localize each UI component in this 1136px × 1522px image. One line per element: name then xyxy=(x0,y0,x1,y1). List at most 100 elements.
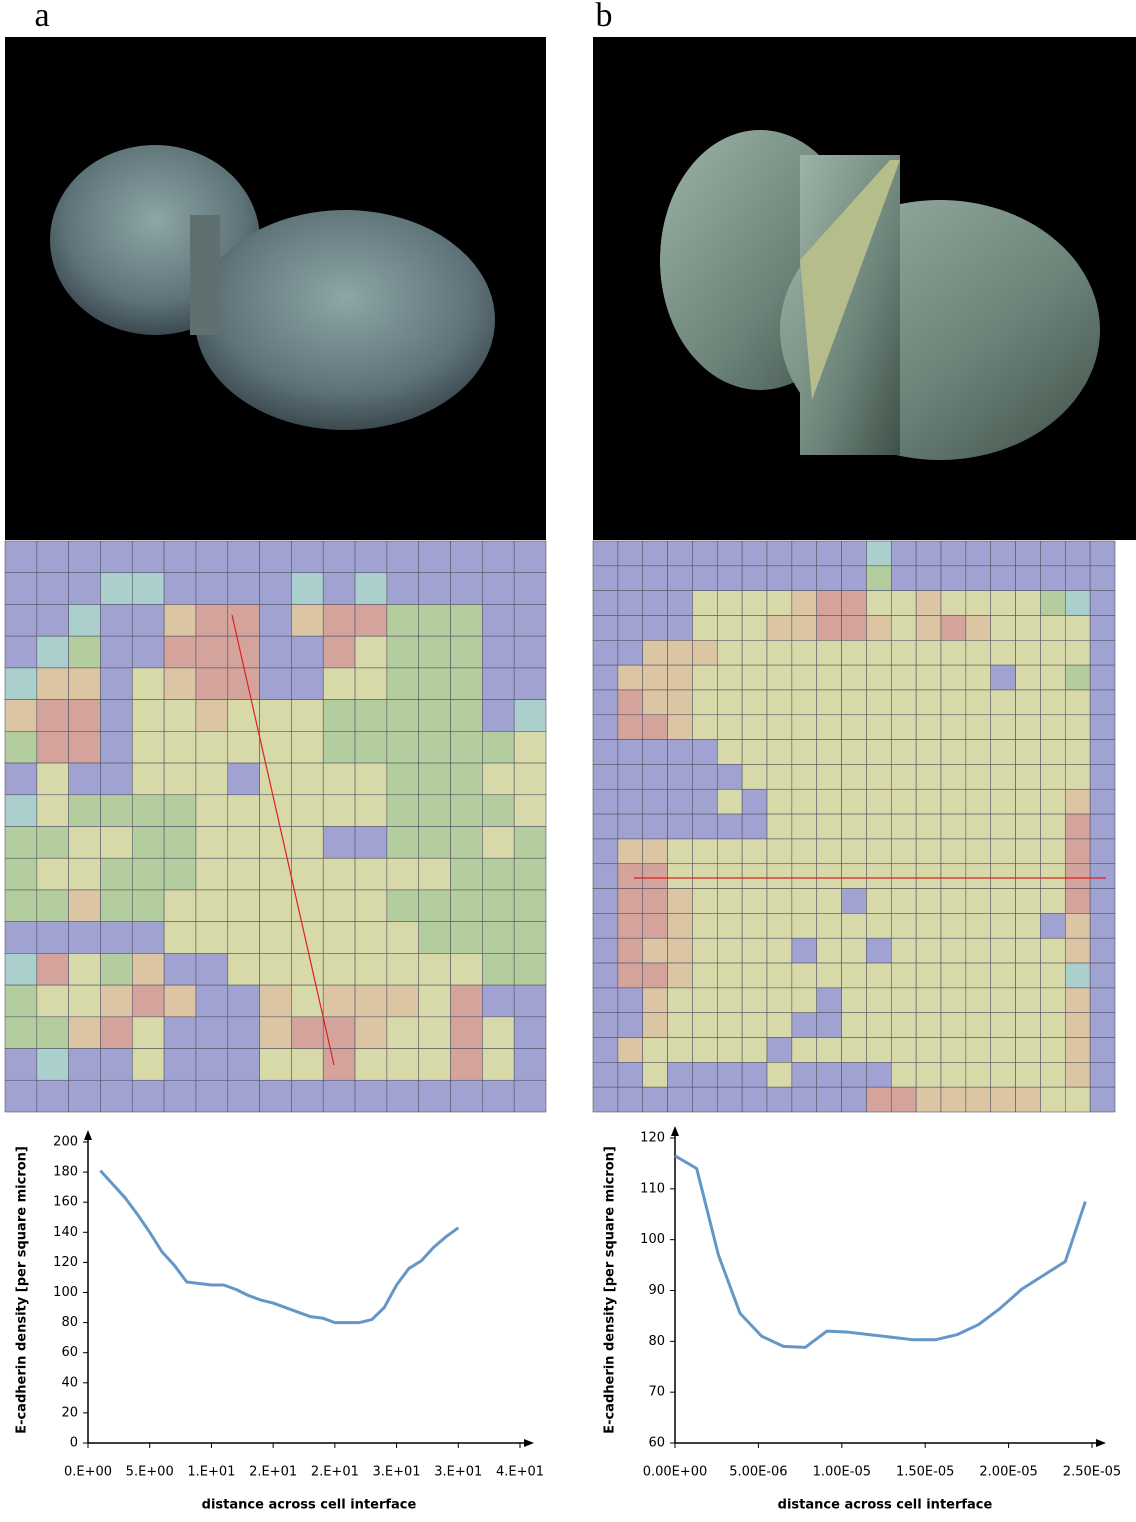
heatmap-cell xyxy=(100,667,133,700)
heatmap-cell xyxy=(1064,714,1091,740)
heatmap-cell xyxy=(291,857,324,891)
heatmap-cell xyxy=(1015,1037,1041,1063)
heatmap-cell xyxy=(617,838,644,865)
x-tick-label: 3.E+01 xyxy=(434,1465,482,1480)
heatmap-cell xyxy=(642,1037,668,1063)
heatmap-cell xyxy=(667,1062,693,1088)
heatmap-cell xyxy=(131,1079,165,1113)
heatmap-cell xyxy=(716,913,743,939)
heatmap-cell xyxy=(513,762,547,796)
heatmap-cell xyxy=(354,540,388,574)
heatmap-cell xyxy=(890,689,917,716)
heatmap-cell xyxy=(890,1012,917,1038)
heatmap-cell xyxy=(386,604,420,637)
heatmap-cell xyxy=(100,699,133,732)
heatmap-cell xyxy=(692,788,718,815)
heatmap-cell xyxy=(816,1062,842,1088)
heatmap-cell xyxy=(766,937,793,964)
data-line xyxy=(674,1154,1087,1349)
heatmap-cell xyxy=(866,764,892,790)
heatmap-cell xyxy=(617,565,644,591)
heatmap-cell xyxy=(1089,664,1116,691)
heatmap-cell xyxy=(354,1016,388,1049)
heatmap-cell xyxy=(642,615,668,641)
heatmap-cell xyxy=(642,1062,668,1088)
heatmap-cell xyxy=(617,888,644,914)
heatmap-cell xyxy=(68,1048,101,1081)
x-axis-title: distance across cell interface xyxy=(778,1498,993,1513)
heatmap-cell xyxy=(816,863,842,889)
heatmap-cell xyxy=(1040,813,1066,840)
heatmap-cell xyxy=(36,604,69,637)
heatmap-cell xyxy=(100,826,133,859)
heatmap-cell xyxy=(692,689,718,716)
heatmap-cell xyxy=(68,572,101,605)
heatmap-cell xyxy=(716,987,743,1013)
heatmap-cell xyxy=(195,667,229,700)
heatmap-cell xyxy=(841,590,867,616)
heatmap-cell xyxy=(1064,764,1091,790)
heatmap-cell xyxy=(617,987,644,1013)
y-tick-label: 120 xyxy=(640,1131,665,1146)
heatmap-cell xyxy=(667,615,693,641)
heatmap-cell xyxy=(68,540,101,574)
heatmap-cell xyxy=(915,640,942,666)
heatmap-cell xyxy=(642,689,668,716)
heatmap-cell xyxy=(766,987,793,1013)
heatmap-cell xyxy=(592,1037,619,1063)
heatmap-cell xyxy=(1064,540,1091,567)
heatmap-cell xyxy=(940,590,967,616)
heatmap-cell xyxy=(1089,788,1116,815)
heatmap-cell xyxy=(131,794,165,827)
heatmap-cell xyxy=(513,1016,547,1049)
heatmap-cell xyxy=(131,921,165,954)
heatmap-cell xyxy=(131,762,165,796)
heatmap-cell xyxy=(890,813,917,840)
y-axis-arrow xyxy=(671,1126,679,1136)
heatmap-cell xyxy=(592,863,619,889)
heatmap-cell xyxy=(386,1079,420,1113)
heatmap-cell xyxy=(68,667,101,700)
heatmap-cell xyxy=(791,565,818,591)
heatmap-cell xyxy=(322,731,356,764)
heatmap-cell xyxy=(667,664,693,691)
heatmap-cell xyxy=(890,1037,917,1063)
heatmap-cell xyxy=(1089,1086,1116,1113)
heatmap-cell xyxy=(1040,962,1066,989)
heatmap-cell xyxy=(68,984,101,1018)
heatmap-cell xyxy=(1015,888,1041,914)
heatmap-cell xyxy=(841,1012,867,1038)
heatmap-cell xyxy=(592,987,619,1013)
cell-doublet-a xyxy=(50,145,495,430)
heatmap-cell xyxy=(841,1037,867,1063)
heatmap-cell xyxy=(259,794,292,827)
heatmap-cell xyxy=(450,540,483,574)
heatmap-cell xyxy=(291,984,324,1018)
heatmap-cell xyxy=(1089,1037,1116,1063)
heatmap-cell xyxy=(36,984,69,1018)
heatmap-cell xyxy=(692,739,718,765)
heatmap-cell xyxy=(4,921,38,954)
heatmap-cell xyxy=(841,615,867,641)
heatmap-cell xyxy=(940,1012,967,1038)
heatmap-cell xyxy=(1089,888,1116,914)
heatmap-cell xyxy=(866,788,892,815)
heatmap-cell xyxy=(4,699,38,732)
heatmap-cell xyxy=(866,565,892,591)
heatmap-cell xyxy=(68,1016,101,1049)
heatmap-cell xyxy=(940,788,967,815)
heatmap-cell xyxy=(990,565,1016,591)
heatmap-cell xyxy=(291,762,324,796)
heatmap-cell xyxy=(866,664,892,691)
heatmap-cell xyxy=(766,565,793,591)
heatmap-cell xyxy=(841,913,867,939)
heatmap-cell xyxy=(513,984,547,1018)
heatmap-cell xyxy=(195,921,229,954)
heatmap-cell xyxy=(866,838,892,865)
heatmap-cell xyxy=(195,857,229,891)
heatmap-cell xyxy=(450,731,483,764)
heatmap-cell xyxy=(940,764,967,790)
heatmap-cell xyxy=(816,764,842,790)
heatmap-cell xyxy=(816,913,842,939)
heatmap-cell xyxy=(1040,987,1066,1013)
